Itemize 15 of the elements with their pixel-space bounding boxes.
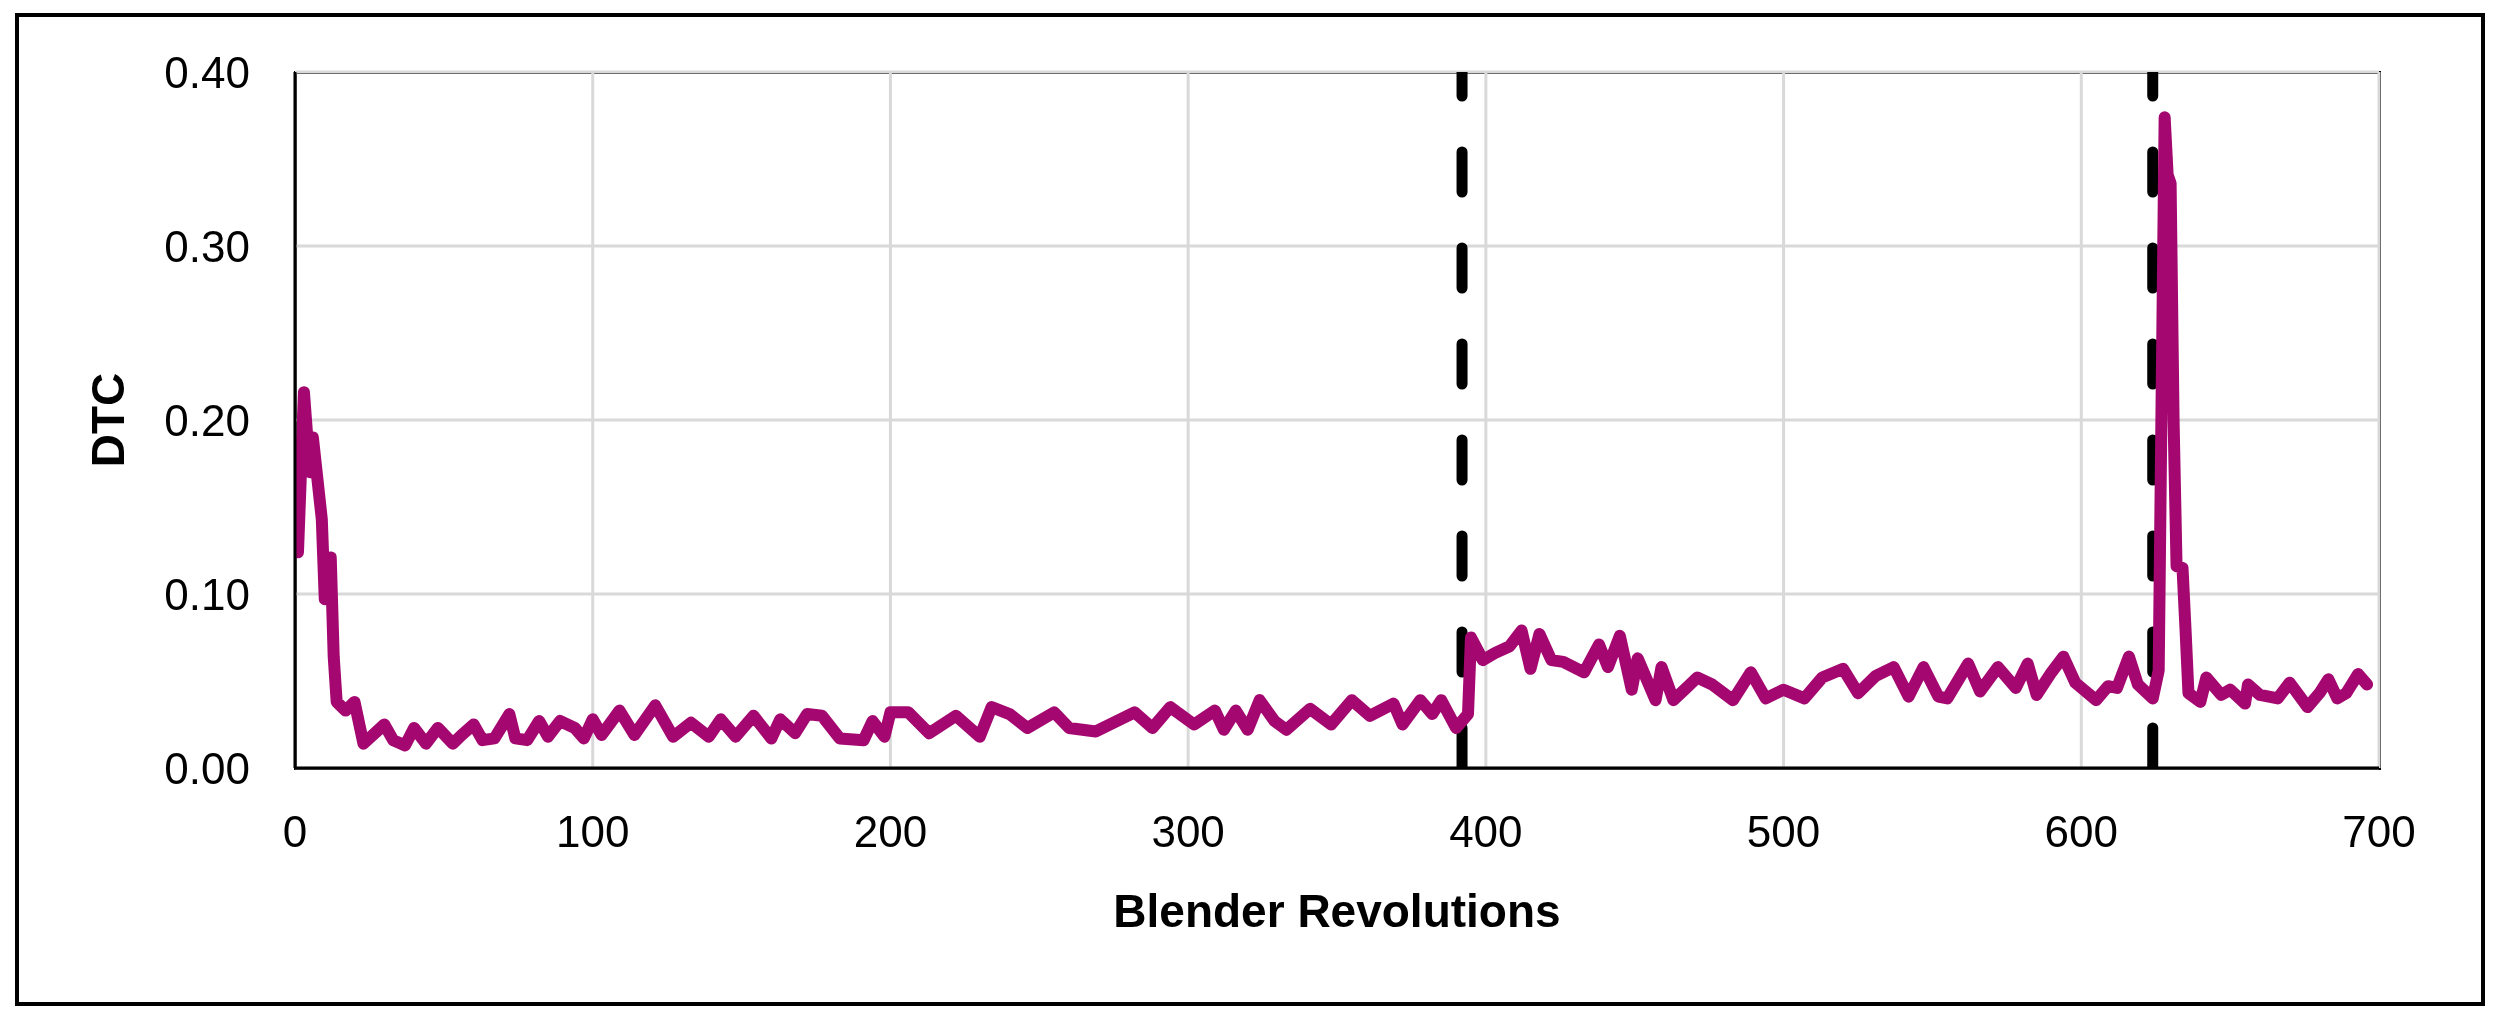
x-tick-label: 500 [1746, 807, 1821, 857]
y-tick-label: 0.30 [164, 221, 250, 271]
x-tick-label: 600 [2044, 807, 2118, 857]
x-tick-label: 0 [282, 807, 308, 857]
x-tick-label: 700 [2342, 807, 2416, 857]
x-axis-title: Blender Revolutions [1113, 885, 1561, 937]
x-tick-label: 200 [853, 807, 928, 857]
y-tick-label: 0.10 [164, 569, 250, 619]
y-axis-title: DTC [82, 372, 135, 468]
y-tick-label: 0.00 [164, 743, 250, 793]
x-tick-label: 400 [1449, 807, 1523, 857]
y-tick-label: 0.20 [164, 395, 250, 445]
x-tick-label: 100 [556, 807, 630, 857]
x-tick-label: 300 [1151, 807, 1225, 857]
y-tick-label: 0.40 [164, 47, 250, 97]
